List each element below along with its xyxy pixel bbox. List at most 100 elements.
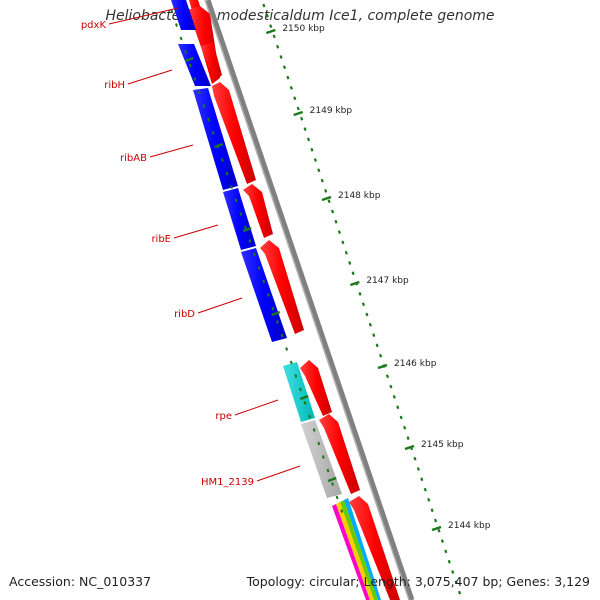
gene-labels: pdxK ribH ribAB ribE ribD rpe HM1_2139	[81, 7, 301, 488]
inner-minor-tick	[193, 77, 197, 81]
minor-tick	[303, 127, 307, 131]
minor-tick	[330, 209, 335, 214]
inner-minor-tick	[225, 171, 229, 176]
inner-minor-tick	[321, 455, 325, 459]
inner-major-tick	[184, 56, 194, 63]
minor-tick	[440, 539, 444, 543]
inner-minor-tick	[202, 104, 206, 108]
minor-tick	[361, 302, 366, 307]
inner-minor-tick	[234, 198, 238, 203]
inner-minor-tick	[170, 9, 174, 14]
gene-label: ribD	[174, 309, 195, 320]
label-leader-line	[234, 399, 279, 416]
inner-minor-tick	[257, 266, 261, 270]
minor-tick	[320, 178, 324, 183]
ruler-ticks: 2150 kbp 2149 kbp 2148 kbp 2147 kbp 2146 kbp…	[170, 3, 491, 595]
minor-tick	[300, 116, 304, 121]
inner-major-tick	[214, 142, 224, 149]
major-tick	[349, 280, 360, 287]
minor-tick	[289, 86, 293, 90]
inner-minor-tick	[184, 50, 188, 54]
inner-minor-tick	[266, 293, 270, 297]
inner-minor-tick	[230, 185, 234, 189]
tick-label: 2150 kbp	[282, 24, 325, 34]
minor-tick	[444, 549, 448, 554]
gene-block	[178, 44, 211, 86]
gene-block	[193, 88, 238, 190]
gene-label: HM1_2139	[201, 477, 254, 488]
minor-tick	[262, 3, 266, 8]
minor-tick	[310, 147, 314, 152]
gene-label: ribAB	[120, 153, 147, 164]
inner-major-tick	[242, 226, 252, 233]
label-leader-line	[197, 297, 243, 314]
gene-block	[241, 248, 287, 342]
minor-tick	[286, 75, 290, 80]
tick-label: 2146 kbp	[394, 359, 437, 369]
minor-tick	[413, 456, 417, 461]
inner-minor-tick	[211, 131, 215, 135]
inner-minor-tick	[188, 63, 192, 68]
major-tick	[265, 28, 276, 35]
minor-tick	[451, 570, 455, 574]
inner-minor-tick	[179, 36, 183, 41]
minor-tick	[351, 271, 355, 276]
minor-tick	[406, 436, 410, 440]
inner-minor-tick	[298, 387, 302, 392]
minor-tick	[423, 487, 427, 492]
inner-minor-tick	[331, 482, 334, 486]
major-tick	[321, 195, 332, 202]
inner-minor-tick	[340, 509, 344, 513]
inner-minor-tick	[317, 441, 321, 446]
inner-minor-tick	[335, 495, 339, 500]
minor-tick	[276, 44, 280, 49]
reverse-strand-track	[171, 0, 342, 498]
minor-tick	[368, 322, 372, 327]
minor-tick	[334, 219, 338, 224]
minor-tick	[317, 168, 321, 173]
minor-tick	[392, 395, 396, 399]
gene-label: ribH	[104, 80, 125, 91]
inner-minor-tick	[271, 306, 275, 311]
minor-tick	[427, 498, 431, 502]
minor-tick	[348, 261, 352, 265]
label-leader-line	[127, 69, 173, 85]
minor-tick	[341, 240, 345, 245]
inner-minor-tick	[253, 252, 256, 257]
inner-minor-tick	[280, 333, 284, 338]
label-leader-line	[149, 144, 194, 158]
inner-major-tick	[299, 394, 309, 401]
gene-arrow	[243, 184, 273, 238]
minor-tick	[365, 312, 369, 317]
minor-tick	[396, 405, 400, 410]
gene-label: ribE	[151, 234, 171, 245]
inner-minor-tick	[285, 347, 289, 351]
inner-minor-tick	[262, 279, 266, 284]
minor-tick	[433, 518, 438, 523]
gene-label: rpe	[215, 411, 232, 422]
inner-major-tick	[271, 310, 281, 317]
minor-tick	[379, 353, 383, 358]
tick-label: 2149 kbp	[310, 106, 353, 116]
gene-arrow	[300, 360, 332, 416]
gene-block-rpe	[283, 362, 315, 422]
inner-minor-tick	[289, 360, 293, 365]
forward-strand-track	[183, 0, 400, 600]
inner-minor-tick	[175, 23, 178, 27]
minor-tick	[313, 158, 317, 162]
gene-arrow	[212, 82, 256, 184]
gene-label: pdxK	[81, 20, 107, 31]
inner-minor-tick	[220, 158, 224, 162]
minor-tick	[337, 230, 341, 234]
major-tick	[377, 363, 388, 370]
minor-tick	[385, 374, 390, 379]
inner-minor-tick	[243, 225, 247, 230]
gene-arrow	[201, 42, 222, 82]
gene-arrow	[349, 496, 400, 600]
inner-minor-tick	[207, 117, 211, 122]
minor-tick	[296, 106, 300, 111]
major-tick	[404, 444, 415, 451]
minor-tick	[420, 477, 424, 482]
inner-minor-tick	[308, 414, 312, 419]
minor-tick	[403, 425, 407, 430]
